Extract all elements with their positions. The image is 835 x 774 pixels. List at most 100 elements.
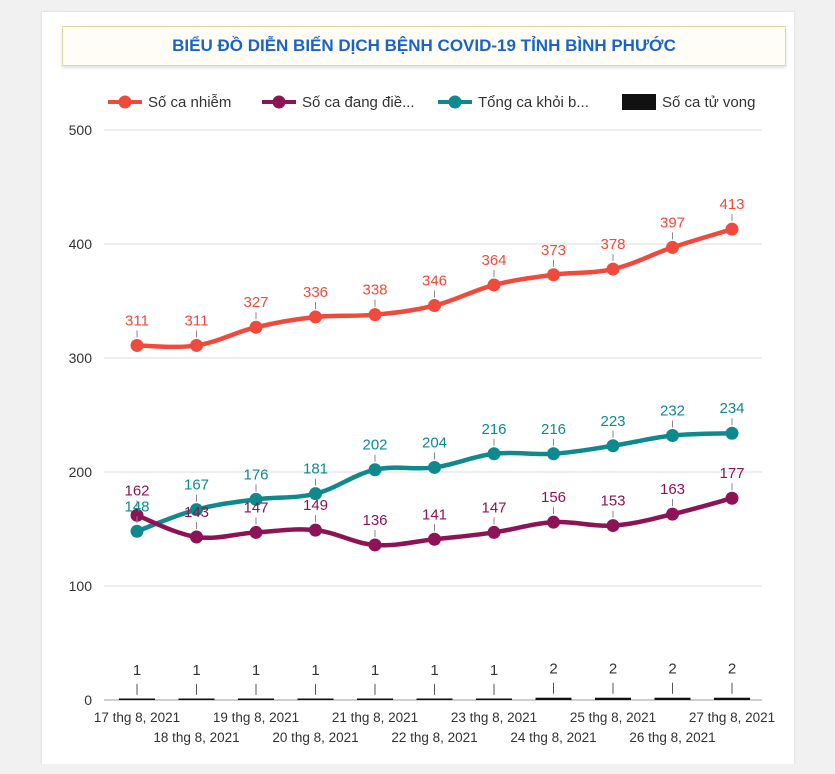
data-point xyxy=(190,338,203,352)
data-label: 216 xyxy=(481,421,506,438)
data-label: 156 xyxy=(541,489,566,506)
data-label: 177 xyxy=(719,465,744,482)
data-label: 223 xyxy=(600,413,625,430)
legend-label: Số ca đang điề... xyxy=(302,94,415,111)
data-point xyxy=(547,515,560,529)
x-tick-label: 22 thg 8, 2021 xyxy=(391,730,477,745)
data-point xyxy=(487,447,501,461)
death-bar xyxy=(595,697,631,700)
data-point xyxy=(190,503,203,517)
data-label: 216 xyxy=(541,421,566,438)
y-tick-label: 400 xyxy=(69,236,93,252)
data-label: 311 xyxy=(185,312,209,329)
data-point xyxy=(190,530,203,544)
y-tick-label: 300 xyxy=(69,350,93,366)
x-tick-label: 18 thg 8, 2021 xyxy=(153,730,239,745)
death-bar xyxy=(535,697,572,700)
legend-marker xyxy=(272,95,286,109)
data-point xyxy=(666,240,679,254)
data-point xyxy=(309,523,322,537)
legend-marker xyxy=(448,95,462,109)
data-point xyxy=(606,439,620,453)
data-point xyxy=(130,524,144,538)
death-bar xyxy=(297,698,334,700)
data-point xyxy=(249,525,263,539)
data-label: 141 xyxy=(422,506,447,523)
data-point xyxy=(309,310,322,324)
x-tick-label: 27 thg 8, 2021 xyxy=(689,710,775,725)
y-tick-label: 0 xyxy=(84,692,92,708)
data-label: 336 xyxy=(303,284,328,301)
data-label: 147 xyxy=(243,499,268,516)
data-label: 1 xyxy=(371,662,379,679)
data-point xyxy=(368,538,382,552)
page-bottom-strip xyxy=(0,764,835,774)
death-bar xyxy=(357,698,393,700)
data-label: 413 xyxy=(719,196,744,213)
death-bar xyxy=(238,698,274,700)
data-point xyxy=(666,507,679,521)
legend-label: Số ca tử vong xyxy=(662,94,755,111)
data-label: 1 xyxy=(252,662,260,679)
data-point xyxy=(130,508,144,522)
data-label: 1 xyxy=(311,662,319,679)
data-label: 364 xyxy=(481,252,506,269)
data-point xyxy=(428,460,441,474)
data-point xyxy=(368,308,382,322)
x-tick-label: 25 thg 8, 2021 xyxy=(570,710,656,725)
chart-title-box: BIỂU ĐỒ DIỄN BIẾN DỊCH BỆNH COVID-19 TỈN… xyxy=(62,26,786,66)
data-point xyxy=(249,320,263,334)
death-bar xyxy=(476,698,512,700)
data-point xyxy=(487,278,501,292)
x-tick-label: 20 thg 8, 2021 xyxy=(272,730,358,745)
data-label: 163 xyxy=(660,481,685,498)
data-point xyxy=(368,463,382,477)
data-label: 311 xyxy=(125,312,149,329)
data-point xyxy=(725,426,739,440)
data-label: 327 xyxy=(243,294,268,311)
data-point xyxy=(666,429,679,443)
data-label: 338 xyxy=(362,282,387,299)
data-point xyxy=(547,447,560,461)
data-label: 153 xyxy=(600,493,625,510)
data-point xyxy=(428,532,441,546)
data-label: 232 xyxy=(660,403,685,420)
data-label: 167 xyxy=(184,477,209,494)
death-bar xyxy=(119,698,155,700)
x-tick-label: 26 thg 8, 2021 xyxy=(629,730,715,745)
data-label: 148 xyxy=(124,498,149,515)
x-tick-label: 23 thg 8, 2021 xyxy=(451,710,537,725)
death-bar xyxy=(416,698,453,700)
data-label: 204 xyxy=(422,434,447,451)
data-label: 149 xyxy=(303,497,328,514)
x-tick-label: 17 thg 8, 2021 xyxy=(94,710,180,725)
x-tick-label: 21 thg 8, 2021 xyxy=(332,710,418,725)
data-label: 346 xyxy=(422,273,447,290)
x-tick-label: 19 thg 8, 2021 xyxy=(213,710,299,725)
data-label: 378 xyxy=(600,236,625,253)
data-label: 147 xyxy=(481,499,506,516)
data-label: 1 xyxy=(490,662,498,679)
legend-label: Tổng ca khỏi b... xyxy=(478,94,589,111)
y-tick-label: 100 xyxy=(69,578,93,594)
legend-label: Số ca nhiễm xyxy=(148,94,231,111)
death-bar xyxy=(714,697,750,700)
data-point xyxy=(130,338,144,352)
data-point xyxy=(606,262,620,276)
data-label: 136 xyxy=(362,512,387,529)
data-point xyxy=(725,491,739,505)
data-point xyxy=(725,222,739,236)
data-label: 234 xyxy=(719,400,744,417)
data-label: 2 xyxy=(668,661,676,678)
y-tick-label: 500 xyxy=(69,122,93,138)
data-point xyxy=(428,299,441,313)
x-tick-label: 24 thg 8, 2021 xyxy=(510,730,596,745)
data-label: 2 xyxy=(728,661,736,678)
data-point xyxy=(309,487,322,501)
data-point xyxy=(606,519,620,533)
data-label: 202 xyxy=(362,437,387,454)
data-point xyxy=(487,525,501,539)
legend-swatch xyxy=(622,94,656,110)
death-bar xyxy=(178,698,215,700)
